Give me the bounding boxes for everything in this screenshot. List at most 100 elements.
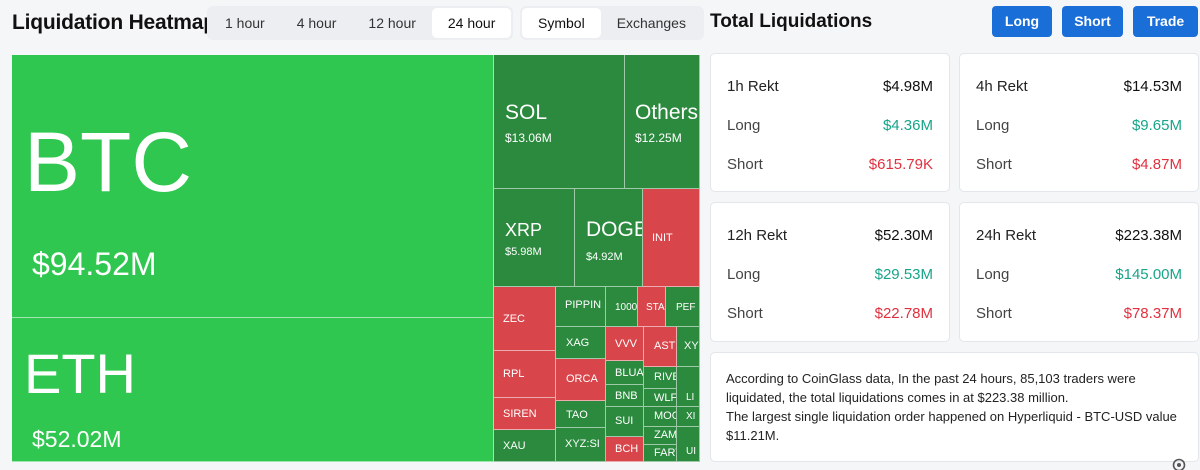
heatmap-cell-pef[interactable]: PEF [666, 287, 700, 327]
heatmap-cell-xag[interactable]: XAG [556, 327, 606, 359]
stat-total: $4.98M [882, 78, 933, 95]
heatmap-cell-li[interactable]: LI [677, 367, 700, 407]
page-title: Liquidation Heatmap [12, 11, 216, 34]
heatmap-cell-bluai[interactable]: BLUAI [606, 361, 644, 385]
cell-symbol: XAG [566, 337, 590, 349]
heatmap-cell-pippin[interactable]: PIPPIN [556, 287, 606, 327]
stat-card-12h: 12h Rekt $52.30M Long $29.53M Short $22.78M [710, 202, 950, 342]
heatmap-cell-eth[interactable]: ETH $52.02M [12, 318, 494, 462]
stat-long-label: Long [976, 266, 1010, 283]
heatmap-cell-orca[interactable]: ORCA [556, 359, 606, 401]
cell-symbol: STA [646, 302, 665, 313]
heatmap-cell-sta[interactable]: STA [638, 287, 666, 327]
heatmap-cell-bch[interactable]: BCH [606, 437, 644, 462]
heatmap-cell-sol[interactable]: SOL $13.06M [494, 55, 625, 189]
cell-symbol: SOL [505, 101, 548, 124]
stat-long-value: $145.00M [1115, 266, 1182, 283]
cell-symbol: BLUAI [615, 367, 644, 379]
cell-value: $13.06M [505, 131, 552, 145]
cell-symbol: RPL [503, 368, 525, 380]
heatmap-cell-zam[interactable]: ZAM [644, 427, 677, 445]
heatmap-cell-xau[interactable]: XAU [494, 430, 556, 462]
liquidation-summary: According to CoinGlass data, In the past… [710, 352, 1199, 462]
time-option-12h[interactable]: 12 hour [368, 15, 416, 31]
trade-button[interactable]: Trade [1133, 6, 1198, 37]
heatmap-cell-xrp[interactable]: XRP $5.98M [494, 189, 575, 287]
time-option-4h[interactable]: 4 hour [296, 15, 337, 31]
stat-long-value: $9.65M [1131, 117, 1182, 134]
stat-short-value: $4.87M [1131, 156, 1182, 173]
heatmap-cell-doge[interactable]: DOGE $4.92M [575, 189, 643, 287]
heatmap-cell-siren[interactable]: SIREN [494, 398, 556, 430]
cell-symbol: MOO [654, 410, 676, 422]
cell-symbol: 1000 [615, 302, 638, 313]
heatmap-cell-ast[interactable]: AST [644, 327, 677, 367]
stat-short-label: Short [727, 305, 763, 322]
heatmap-cell-xyz-si[interactable]: XYZ:SI [556, 428, 606, 462]
heatmap-cell-sui[interactable]: SUI [606, 407, 644, 437]
cell-symbol: Others [635, 101, 699, 124]
cell-symbol: XRP [505, 220, 543, 240]
long-button[interactable]: Long [992, 6, 1052, 37]
heatmap-cell-ui[interactable]: UI [677, 427, 700, 462]
cell-symbol: LI [686, 392, 695, 403]
group-option-exchanges[interactable]: Exchanges [616, 15, 686, 31]
stat-short-value: $78.37M [1123, 305, 1182, 322]
cell-value: $94.52M [32, 246, 157, 282]
cell-value: $12.25M [635, 131, 682, 145]
stat-title: 1h Rekt [727, 78, 779, 95]
heatmap-cell-fart[interactable]: FART [644, 445, 677, 462]
heatmap-cell-btc[interactable]: BTC $94.52M [12, 55, 494, 318]
settings-gear-icon[interactable] [1170, 456, 1188, 470]
stat-card-24h: 24h Rekt $223.38M Long $145.00M Short $78.3… [959, 202, 1199, 342]
heatmap-cell-tao[interactable]: TAO [556, 401, 606, 428]
cell-symbol: SUI [615, 415, 634, 427]
cell-symbol: ZEC [503, 313, 525, 325]
stat-total: $52.30M [874, 227, 933, 244]
stat-short-value: $22.78M [874, 305, 933, 322]
heatmap-cell-xi[interactable]: XI [677, 407, 700, 427]
stat-long-label: Long [727, 266, 761, 283]
heatmap-cell-xy[interactable]: XY [677, 327, 700, 367]
time-range-selector: 1 hour 4 hour 12 hour 24 hour [207, 6, 514, 40]
cell-symbol: FART [654, 447, 676, 459]
stat-short-label: Short [727, 156, 763, 173]
stat-title: 24h Rekt [976, 227, 1037, 244]
stat-title: 4h Rekt [976, 78, 1028, 95]
heatmap-cell-zec[interactable]: ZEC [494, 287, 556, 351]
heatmap-cell-1000[interactable]: 1000 [606, 287, 638, 327]
cell-symbol: UI [686, 446, 696, 457]
time-option-1h[interactable]: 1 hour [225, 15, 265, 31]
cell-symbol: XI [686, 411, 696, 422]
cell-symbol: TAO [566, 409, 588, 421]
heatmap-cell-init[interactable]: INIT [643, 189, 700, 287]
stat-long-value: $4.36M [882, 117, 933, 134]
cell-value: $52.02M [32, 426, 122, 452]
heatmap-cell-rive[interactable]: RIVE [644, 367, 677, 389]
stat-short-label: Short [976, 305, 1012, 322]
heatmap-cell-wlf[interactable]: WLF [644, 389, 677, 407]
cell-symbol: PEF [676, 302, 696, 313]
heatmap-cell-vvv[interactable]: VVV [606, 327, 644, 361]
group-option-symbol[interactable]: Symbol [522, 8, 601, 38]
cell-symbol: ETH [24, 342, 136, 405]
cell-symbol: DOGE [586, 218, 643, 241]
summary-line-total: According to CoinGlass data, In the past… [726, 371, 1136, 405]
cell-value: $5.98M [505, 246, 542, 258]
heatmap-cell-bnb[interactable]: BNB [606, 385, 644, 407]
liquidation-heatmap: BTC $94.52M ETH $52.02M SOL $13.06M Othe… [12, 55, 700, 462]
cell-symbol: RIVE [654, 371, 676, 383]
summary-line-largest: The largest single liquidation order hap… [726, 409, 1177, 443]
heatmap-cell-others[interactable]: Others $12.25M [625, 55, 700, 189]
stat-long-label: Long [727, 117, 761, 134]
stat-card-1h: 1h Rekt $4.98M Long $4.36M Short $615.79K [710, 53, 950, 192]
heatmap-cell-rpl[interactable]: RPL [494, 351, 556, 398]
total-liquidations-title: Total Liquidations [710, 11, 873, 32]
cell-symbol: WLF [654, 392, 677, 404]
cell-symbol: BNB [615, 390, 638, 402]
short-button[interactable]: Short [1062, 6, 1123, 37]
cell-symbol: VVV [615, 338, 638, 350]
heatmap-cell-moo[interactable]: MOO [644, 407, 677, 427]
time-option-24h[interactable]: 24 hour [431, 8, 512, 38]
stat-short-value: $615.79K [868, 156, 933, 173]
